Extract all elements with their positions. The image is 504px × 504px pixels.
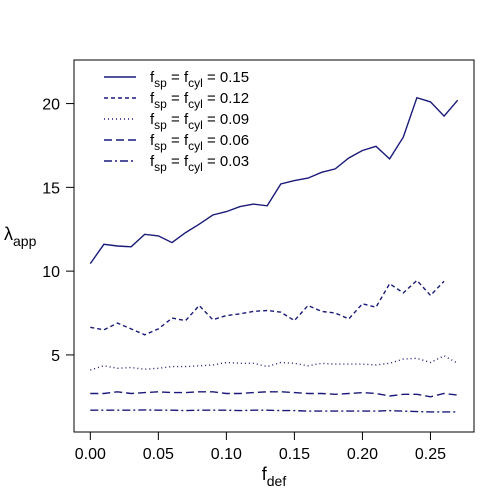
y-tick-label: 10 — [42, 264, 60, 281]
legend-text-part: = 0.06 — [203, 132, 249, 149]
series-layer — [89, 96, 459, 413]
x-tick-label: 0.20 — [347, 446, 378, 463]
legend-text-part: = — [167, 69, 184, 86]
y-tick-label: 20 — [42, 97, 60, 114]
y-axis-label-main: λ — [4, 224, 13, 244]
y-tick-label: 15 — [42, 180, 60, 197]
legend-text-part: f — [150, 132, 155, 149]
x-tick-label: 0.15 — [279, 446, 310, 463]
series-line-2 — [90, 279, 445, 336]
legend-text-part: cyl — [188, 160, 203, 174]
plot-frame — [73, 59, 475, 433]
x-tick-label: 0.00 — [75, 446, 106, 463]
legend-text-part: cyl — [188, 97, 203, 111]
x-axis-label: fdef — [262, 464, 287, 489]
legend-text-part: sp — [154, 97, 167, 111]
legend-label-3: fsp = fcyl = 0.09 — [150, 111, 249, 132]
legend-label-1: fsp = fcyl = 0.15 — [150, 69, 249, 90]
legend-text-part: f — [150, 69, 155, 86]
x-tick-label: 0.25 — [415, 446, 446, 463]
legend-label-5: fsp = fcyl = 0.03 — [150, 153, 249, 174]
y-tick-label: 5 — [51, 348, 60, 365]
legend-text-part: f — [150, 153, 155, 170]
legend-text-part: f — [184, 90, 189, 107]
legend-text-part: = — [167, 90, 184, 107]
legend-text-part: f — [184, 111, 189, 128]
legend-text-part: = 0.15 — [203, 69, 249, 86]
series-line-5 — [90, 409, 458, 413]
y-axis: 5 10 15 20 — [42, 97, 74, 365]
y-axis-label-sub: app — [13, 233, 37, 249]
legend-text-part: sp — [154, 76, 167, 90]
legend-text-part: cyl — [188, 76, 203, 90]
x-axis: 0.00 0.05 0.10 0.15 0.20 0.25 — [75, 432, 446, 463]
legend-text-part: = 0.09 — [203, 111, 249, 128]
legend-text-part: = — [167, 132, 184, 149]
legend-text-part: f — [184, 69, 189, 86]
x-axis-label-sub: def — [267, 473, 287, 489]
legend-text-part: f — [150, 90, 155, 107]
x-axis-label-main: f — [262, 464, 268, 484]
legend-text-part: f — [184, 153, 189, 170]
legend-text-part: f — [150, 111, 155, 128]
legend-text-part: sp — [154, 160, 167, 174]
legend-text-part: = 0.12 — [203, 90, 249, 107]
y-axis-label: λapp — [4, 224, 37, 249]
legend-text-part: sp — [154, 139, 167, 153]
legend-text-part: cyl — [188, 118, 203, 132]
legend-text-part: = — [167, 153, 184, 170]
legend-label-4: fsp = fcyl = 0.06 — [150, 132, 249, 153]
legend-text-part: = — [167, 111, 184, 128]
x-tick-label: 0.05 — [143, 446, 174, 463]
series-line-4 — [90, 391, 458, 398]
legend-text-part: cyl — [188, 139, 203, 153]
legend-text-part: f — [184, 132, 189, 149]
x-tick-label: 0.10 — [211, 446, 242, 463]
legend-text-part: = 0.03 — [203, 153, 249, 170]
series-line-3 — [90, 355, 459, 371]
legend-text-part: sp — [154, 118, 167, 132]
legend-label-2: fsp = fcyl = 0.12 — [150, 90, 249, 111]
series-line-1 — [89, 96, 459, 265]
